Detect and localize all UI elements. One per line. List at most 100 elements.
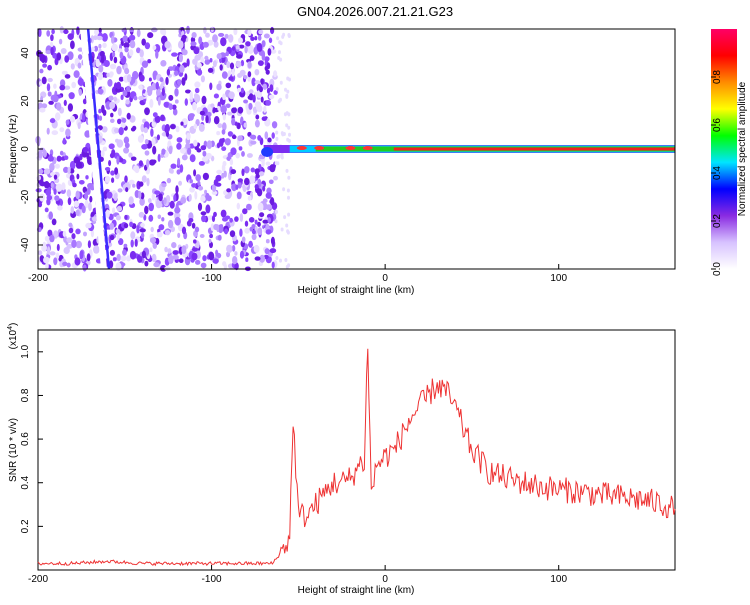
noise-blob bbox=[109, 234, 115, 241]
noise-blob bbox=[37, 28, 42, 37]
noise-blob bbox=[257, 35, 262, 41]
noise-blob bbox=[161, 148, 166, 155]
noise-blob bbox=[66, 262, 71, 268]
noise-blob bbox=[152, 242, 157, 249]
noise-region bbox=[35, 25, 291, 272]
noise-blob bbox=[50, 34, 54, 42]
noise-blob bbox=[169, 168, 174, 174]
noise-blob bbox=[138, 84, 143, 90]
noise-blob bbox=[171, 242, 177, 249]
noise-blob bbox=[63, 155, 69, 160]
noise-blob bbox=[58, 38, 63, 45]
noise-blob bbox=[224, 33, 229, 39]
noise-blob bbox=[99, 50, 105, 57]
noise-blob bbox=[104, 175, 111, 183]
noise-blob bbox=[180, 121, 184, 126]
noise-blob bbox=[163, 197, 167, 205]
noise-blob bbox=[268, 179, 274, 185]
noise-blob bbox=[193, 47, 200, 55]
noise-blob bbox=[178, 258, 184, 264]
noise-blob bbox=[75, 190, 80, 200]
noise-blob bbox=[141, 144, 148, 150]
noise-blob bbox=[181, 226, 187, 235]
noise-blob bbox=[254, 219, 258, 225]
noise-blob bbox=[231, 46, 236, 51]
noise-blob bbox=[54, 163, 61, 169]
noise-blob bbox=[103, 60, 110, 67]
noise-blob bbox=[171, 52, 178, 57]
noise-blob bbox=[167, 211, 174, 216]
noise-blob bbox=[262, 219, 269, 224]
noise-blob bbox=[238, 37, 243, 44]
noise-blob bbox=[152, 73, 157, 81]
noise-blob bbox=[229, 217, 234, 223]
noise-blob bbox=[287, 212, 291, 217]
noise-blob bbox=[108, 72, 113, 78]
noise-blob bbox=[160, 264, 167, 272]
noise-blob bbox=[223, 263, 227, 271]
noise-blob bbox=[77, 78, 84, 86]
noise-blob bbox=[116, 205, 123, 212]
noise-blob bbox=[227, 111, 233, 116]
noise-blob bbox=[157, 153, 161, 162]
noise-blob bbox=[112, 257, 117, 262]
noise-blob bbox=[59, 127, 65, 133]
noise-blob bbox=[79, 250, 84, 259]
noise-blob bbox=[186, 132, 191, 141]
noise-blob bbox=[46, 127, 50, 135]
noise-blob bbox=[277, 99, 281, 104]
noise-blob bbox=[200, 56, 204, 65]
noise-blob bbox=[202, 150, 207, 157]
noise-blob bbox=[66, 237, 73, 244]
noise-blob bbox=[237, 106, 244, 114]
noise-blob bbox=[259, 212, 265, 218]
noise-blob bbox=[269, 248, 277, 254]
noise-blob bbox=[157, 202, 163, 208]
noise-blob bbox=[129, 221, 134, 227]
noise-blob bbox=[91, 216, 98, 222]
noise-blob bbox=[210, 223, 215, 232]
noise-blob bbox=[87, 240, 91, 249]
noise-blob bbox=[233, 107, 237, 113]
noise-blob bbox=[133, 96, 138, 101]
noise-blob bbox=[73, 156, 81, 164]
noise-blob bbox=[139, 197, 145, 206]
noise-blob bbox=[228, 34, 234, 43]
colorbar-gradient bbox=[711, 29, 737, 269]
noise-blob bbox=[267, 137, 272, 143]
noise-blob bbox=[230, 147, 237, 156]
noise-blob bbox=[149, 237, 157, 244]
noise-blob bbox=[226, 61, 231, 69]
noise-blob bbox=[113, 56, 118, 64]
noise-blob bbox=[216, 224, 220, 233]
colorbar-tick-label: 0.0 bbox=[712, 262, 723, 276]
noise-blob bbox=[147, 198, 152, 204]
noise-blob bbox=[247, 29, 252, 37]
noise-blob bbox=[115, 228, 121, 235]
noise-blob bbox=[103, 190, 108, 200]
noise-blob bbox=[51, 130, 59, 136]
noise-blob bbox=[97, 88, 104, 95]
y-tick-label: 0 bbox=[20, 146, 31, 152]
noise-blob bbox=[41, 244, 47, 252]
noise-blob bbox=[185, 89, 191, 94]
noise-blob bbox=[241, 151, 245, 157]
noise-blob bbox=[123, 136, 130, 144]
noise-blob bbox=[221, 146, 227, 151]
noise-blob bbox=[123, 42, 130, 49]
noise-blob bbox=[89, 195, 93, 203]
noise-blob bbox=[170, 124, 176, 130]
snr-panel: -200 -100 0 100 0.2 0.4 0.6 0.8 1.0 Height of s… bbox=[7, 323, 676, 596]
noise-blob bbox=[82, 186, 88, 193]
noise-blob bbox=[129, 40, 136, 49]
noise-blob bbox=[237, 87, 242, 93]
noise-blob bbox=[70, 206, 75, 214]
noise-blob bbox=[53, 188, 57, 195]
noise-blob bbox=[52, 95, 59, 103]
noise-blob bbox=[246, 153, 253, 158]
noise-blob bbox=[200, 211, 207, 216]
noise-blob bbox=[46, 83, 51, 92]
noise-blob bbox=[115, 138, 119, 143]
noise-blob bbox=[244, 227, 250, 234]
